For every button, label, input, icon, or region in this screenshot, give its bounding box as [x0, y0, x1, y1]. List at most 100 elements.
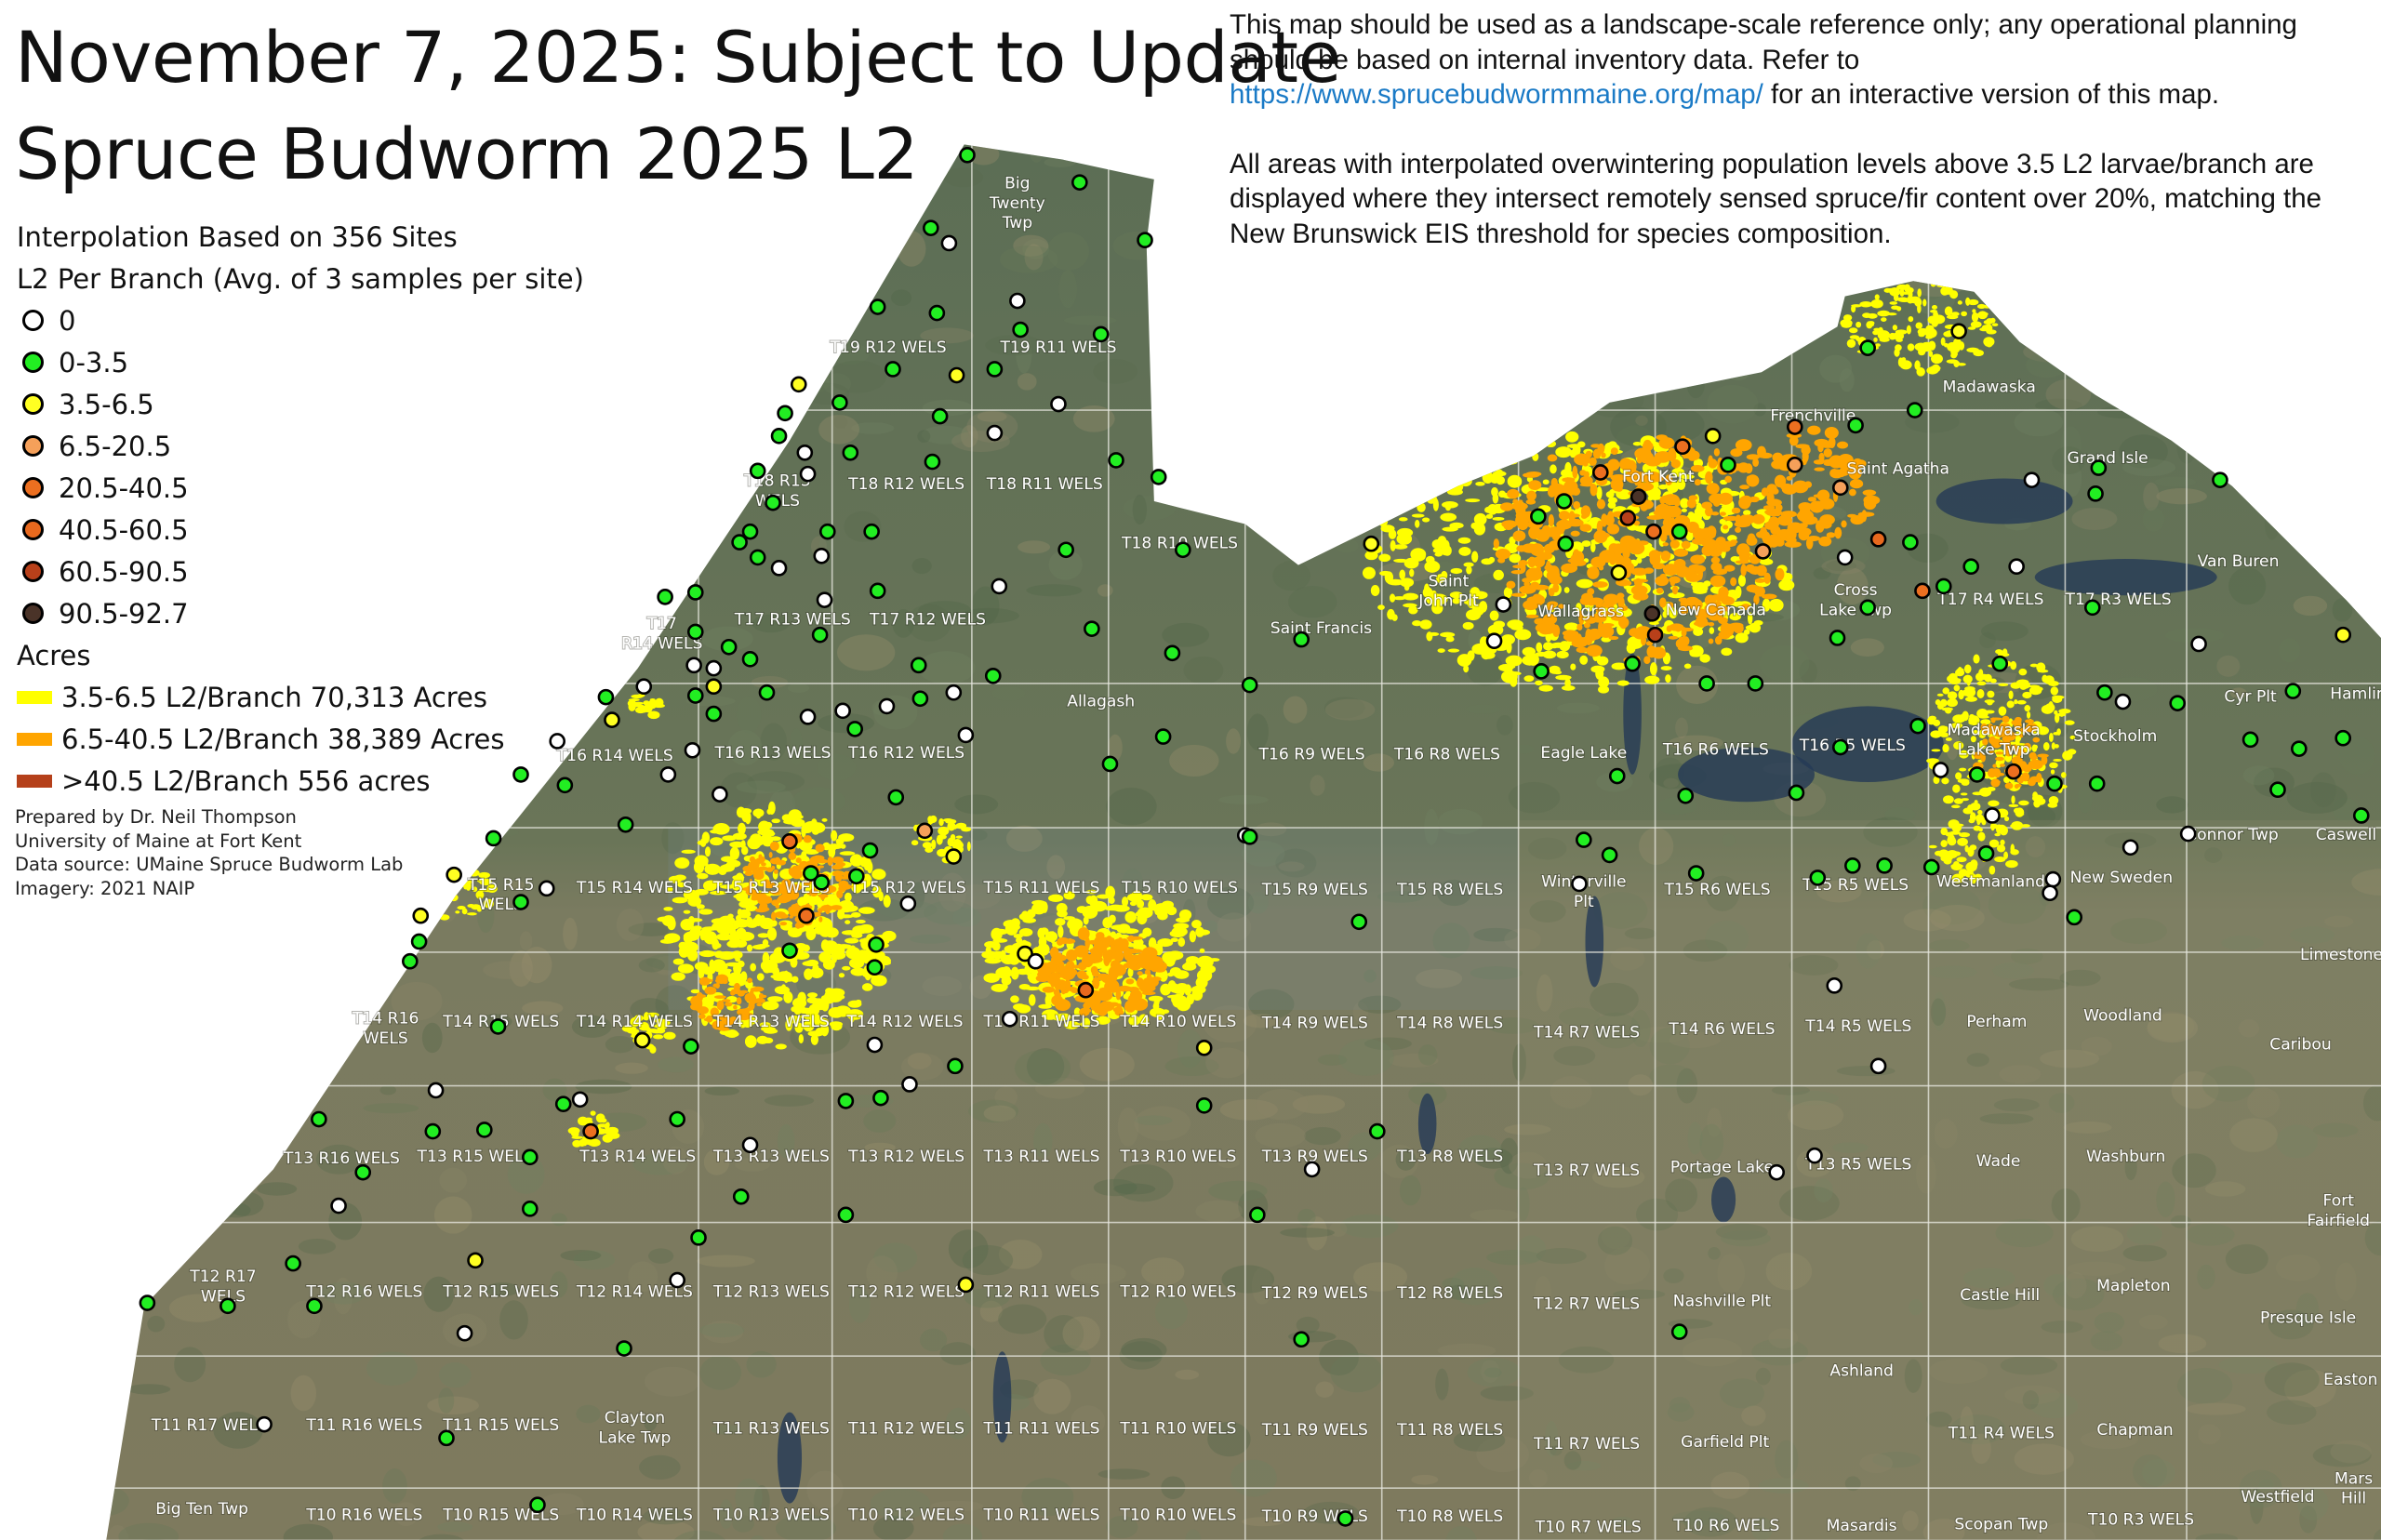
sample-site-marker[interactable] [2005, 763, 2022, 780]
sample-site-marker[interactable] [749, 462, 766, 480]
sample-site-marker[interactable] [1084, 620, 1100, 637]
sample-site-marker[interactable] [2008, 558, 2025, 576]
sample-site-marker[interactable] [842, 444, 859, 461]
sample-site-marker[interactable] [2212, 471, 2228, 488]
sample-site-marker[interactable] [427, 1082, 445, 1099]
sample-site-marker[interactable] [475, 1122, 493, 1138]
sample-site-marker[interactable] [657, 589, 673, 605]
sample-site-marker[interactable] [1977, 844, 1995, 862]
sample-site-marker[interactable] [911, 690, 929, 708]
sample-site-marker[interactable] [2269, 781, 2286, 799]
sample-site-marker[interactable] [781, 832, 798, 850]
sample-site-marker[interactable] [781, 942, 798, 960]
sample-site-marker[interactable] [931, 407, 949, 425]
sample-site-marker[interactable] [732, 1188, 750, 1205]
sample-site-marker[interactable] [1530, 508, 1547, 525]
sample-site-marker[interactable] [1619, 510, 1637, 526]
sample-site-marker[interactable] [1350, 913, 1368, 931]
sample-site-marker[interactable] [947, 1057, 964, 1075]
sample-site-marker[interactable] [777, 405, 793, 422]
sample-site-marker[interactable] [2334, 626, 2352, 644]
sample-site-marker[interactable] [2042, 884, 2058, 902]
sample-site-marker[interactable] [1991, 655, 2009, 672]
sample-site-marker[interactable] [866, 959, 884, 976]
sample-site-marker[interactable] [899, 895, 917, 912]
sample-site-marker[interactable] [1108, 452, 1124, 469]
sample-site-marker[interactable] [1836, 549, 1854, 566]
sample-site-marker[interactable] [1829, 630, 1846, 646]
sample-site-marker[interactable] [617, 816, 634, 833]
sample-site-marker[interactable] [582, 1122, 599, 1140]
sample-site-marker[interactable] [861, 842, 879, 859]
sample-site-marker[interactable] [285, 1255, 301, 1272]
sample-site-marker[interactable] [770, 427, 788, 445]
sample-site-marker[interactable] [686, 623, 704, 641]
sample-site-marker[interactable] [1670, 523, 1688, 540]
sample-site-marker[interactable] [512, 766, 529, 783]
sample-site-marker[interactable] [991, 578, 1008, 595]
sample-site-marker[interactable] [330, 1197, 347, 1215]
sample-site-marker[interactable] [1175, 541, 1191, 559]
sample-site-marker[interactable] [1027, 952, 1044, 970]
sample-site-marker[interactable] [1698, 675, 1715, 692]
sample-site-marker[interactable] [456, 1324, 473, 1342]
sample-site-marker[interactable] [669, 1110, 685, 1128]
sample-site-marker[interactable] [685, 657, 702, 674]
sample-site-marker[interactable] [521, 1201, 539, 1217]
sample-site-marker[interactable] [959, 146, 976, 164]
sample-site-marker[interactable] [1576, 831, 1592, 848]
sample-site-marker[interactable] [837, 1093, 855, 1109]
sample-site-marker[interactable] [986, 361, 1004, 378]
sample-site-marker[interactable] [1962, 558, 1980, 576]
sample-site-marker[interactable] [1914, 582, 1931, 600]
sample-site-marker[interactable] [669, 1271, 685, 1289]
sample-site-marker[interactable] [2044, 870, 2062, 888]
sample-site-marker[interactable] [1922, 858, 1940, 876]
sample-site-marker[interactable] [686, 687, 704, 704]
sample-site-marker[interactable] [2114, 693, 2132, 710]
sample-site-marker[interactable] [749, 549, 766, 566]
sample-site-marker[interactable] [412, 907, 430, 924]
sample-site-marker[interactable] [1687, 865, 1705, 882]
sample-site-marker[interactable] [549, 733, 565, 750]
sample-site-marker[interactable] [869, 299, 886, 315]
sample-site-marker[interactable] [2083, 599, 2101, 617]
sample-site-marker[interactable] [467, 1252, 484, 1269]
sample-site-marker[interactable] [945, 848, 963, 865]
sample-site-marker[interactable] [438, 1429, 455, 1447]
sample-site-marker[interactable] [705, 705, 723, 723]
sample-site-marker[interactable] [1337, 1510, 1354, 1527]
sample-site-marker[interactable] [924, 453, 941, 471]
sample-site-marker[interactable] [683, 1038, 699, 1055]
sample-site-marker[interactable] [741, 650, 759, 668]
sample-site-marker[interactable] [1071, 174, 1088, 191]
sample-site-marker[interactable] [2190, 635, 2207, 653]
sample-site-marker[interactable] [1249, 1206, 1266, 1224]
sample-site-marker[interactable] [2241, 731, 2259, 749]
sample-site-marker[interactable] [2122, 839, 2139, 856]
sample-site-marker[interactable] [1001, 1010, 1018, 1028]
sample-site-marker[interactable] [1195, 1039, 1213, 1056]
sample-site-marker[interactable] [1150, 469, 1167, 485]
sample-site-marker[interactable] [984, 667, 1002, 684]
sample-site-marker[interactable] [616, 1340, 632, 1357]
interactive-map-link[interactable]: https://www.sprucebudwormmaine.org/map/ [1230, 79, 1763, 110]
sample-site-marker[interactable] [1077, 981, 1095, 999]
sample-site-marker[interactable] [2066, 909, 2083, 926]
sample-site-marker[interactable] [538, 880, 555, 897]
sample-site-marker[interactable] [485, 830, 502, 847]
sample-site-marker[interactable] [790, 376, 807, 393]
sample-site-marker[interactable] [1533, 663, 1550, 680]
sample-site-marker[interactable] [868, 936, 885, 953]
sample-site-marker[interactable] [798, 907, 815, 924]
sample-site-marker[interactable] [401, 952, 419, 970]
sample-site-marker[interactable] [1859, 599, 1876, 617]
sample-site-marker[interactable] [1844, 857, 1861, 874]
sample-site-marker[interactable] [2096, 684, 2113, 701]
sample-site-marker[interactable] [219, 1297, 236, 1315]
sample-site-marker[interactable] [1968, 766, 1986, 783]
sample-site-marker[interactable] [659, 766, 677, 783]
sample-site-marker[interactable] [1137, 232, 1153, 249]
sample-site-marker[interactable] [741, 1136, 759, 1154]
